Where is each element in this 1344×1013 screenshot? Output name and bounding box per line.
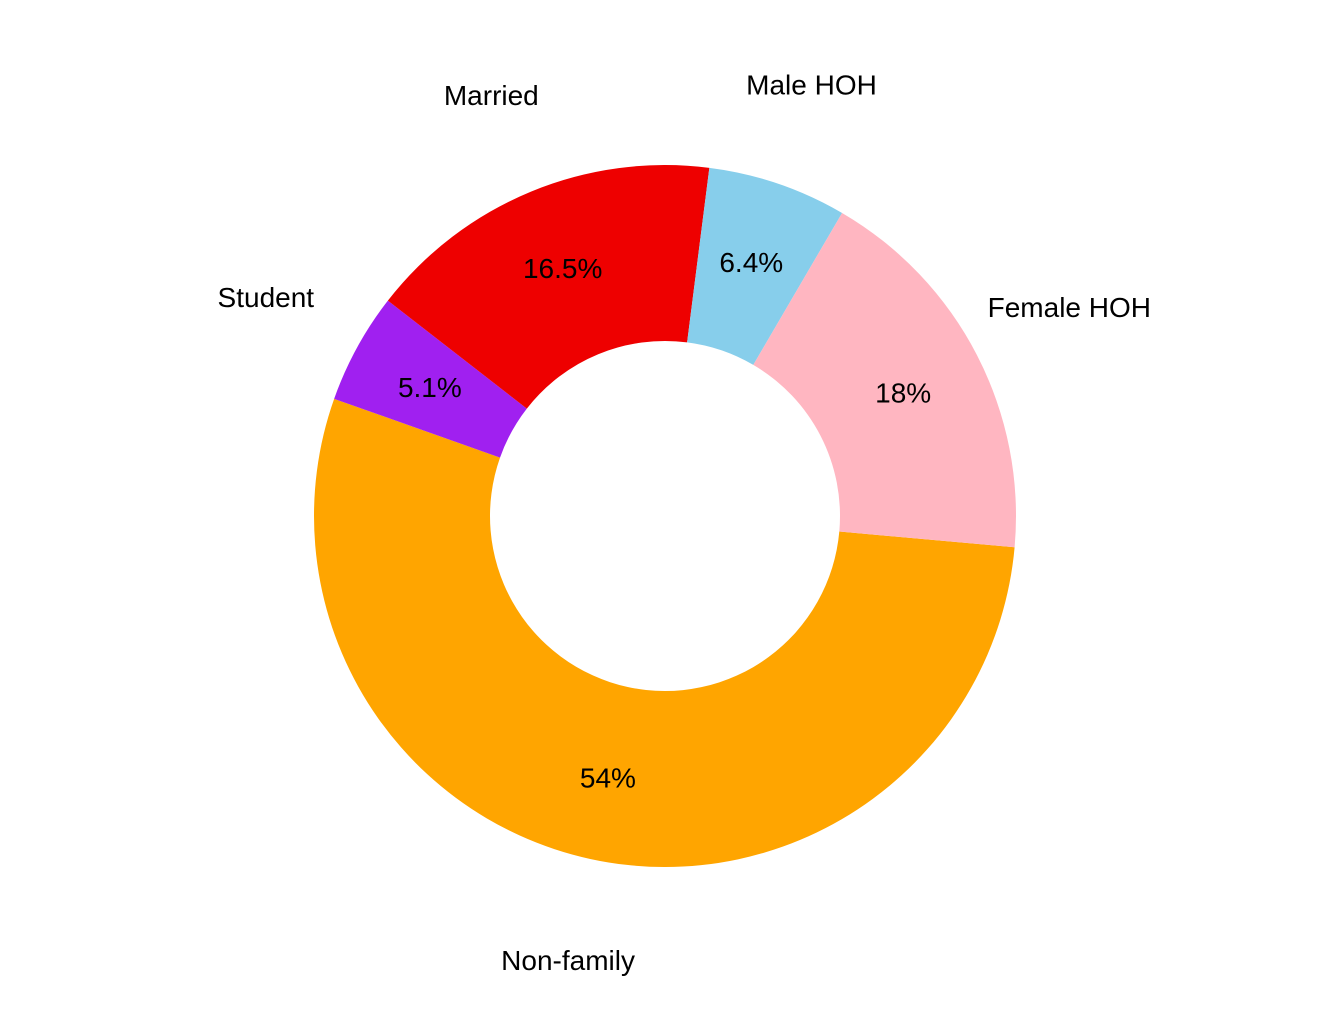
- slices-group: [313, 164, 1016, 868]
- category-label-married: Married: [444, 80, 539, 111]
- slice-female-hoh: [753, 212, 1016, 548]
- category-label-male-hoh: Male HOH: [746, 70, 877, 101]
- value-label-student: 5.1%: [398, 372, 462, 403]
- value-label-male-hoh: 6.4%: [719, 247, 783, 278]
- category-label-non-family: Non-family: [501, 945, 635, 976]
- value-label-female-hoh: 18%: [875, 378, 931, 409]
- value-labels-group: 54% 5.1% 16.5% 6.4% 18%: [398, 247, 931, 794]
- category-labels-group: Non-family Student Married Male HOH Female H…: [218, 70, 1151, 976]
- slice-married: [387, 164, 710, 409]
- slice-male-hoh: [687, 167, 843, 365]
- value-label-non-family: 54%: [580, 762, 636, 793]
- category-label-student: Student: [218, 282, 315, 313]
- value-label-married: 16.5%: [523, 253, 602, 284]
- slice-non-family: [313, 398, 1015, 868]
- category-label-female-hoh: Female HOH: [988, 292, 1151, 323]
- slice-student: [334, 300, 527, 458]
